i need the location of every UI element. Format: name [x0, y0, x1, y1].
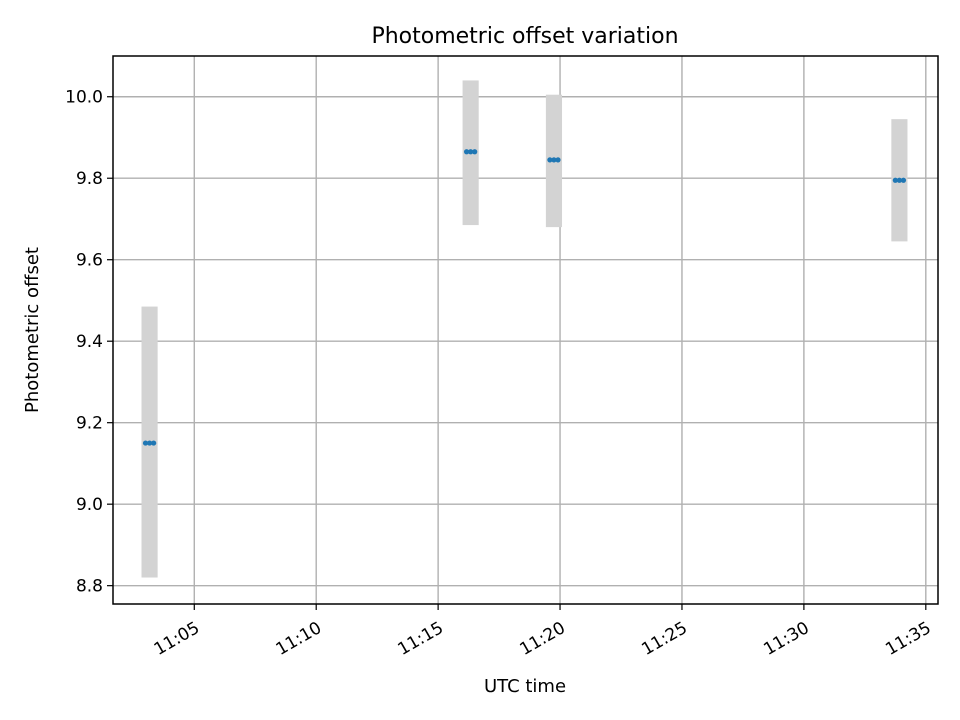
x-tick-label: 11:35	[882, 618, 934, 660]
data-point	[551, 157, 557, 163]
data-point	[547, 157, 553, 163]
y-tick-label: 9.6	[76, 251, 103, 271]
x-tick-label: 11:30	[760, 618, 812, 660]
chart-title: Photometric offset variation	[371, 24, 678, 49]
y-tick-label: 8.8	[76, 577, 103, 597]
data-point	[896, 177, 902, 183]
data-point	[468, 149, 474, 155]
x-tick-label: 11:15	[395, 618, 447, 660]
data-point	[472, 149, 478, 155]
y-tick-label: 9.2	[76, 414, 103, 434]
x-axis-label: UTC time	[484, 676, 566, 697]
data-point	[555, 157, 561, 163]
y-tick-label: 9.8	[76, 169, 103, 189]
data-point	[142, 440, 149, 446]
y-tick-label: 9.0	[76, 495, 103, 515]
error-bars	[141, 80, 908, 578]
y-tick-label: 10.0	[65, 88, 103, 108]
x-tick-label: 11:25	[638, 618, 690, 660]
plot-frame	[112, 55, 939, 605]
x-tick-label: 11:10	[273, 618, 325, 660]
data-points	[142, 149, 907, 446]
data-point	[900, 177, 907, 183]
y-tick-label: 9.4	[76, 332, 103, 352]
y-axis-label: Photometric offset	[22, 247, 43, 413]
grid	[113, 56, 938, 604]
x-tick-label: 11:20	[516, 618, 568, 660]
data-point	[151, 440, 157, 446]
data-point	[146, 440, 153, 446]
data-point	[892, 177, 898, 183]
data-point	[463, 149, 470, 155]
x-tick-label: 11:05	[151, 618, 203, 660]
